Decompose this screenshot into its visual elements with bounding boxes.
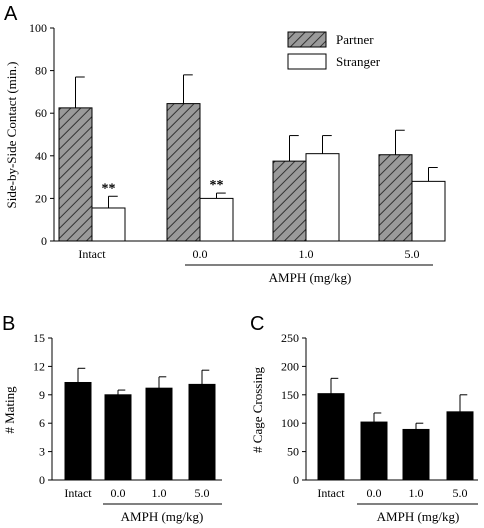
category-label-a: Intact	[78, 247, 106, 261]
y-tick-label-c: 200	[281, 359, 299, 373]
y-tick-label-a: 40	[35, 149, 47, 163]
bar-b	[64, 381, 92, 481]
category-label-b: 5.0	[195, 486, 210, 500]
chart-panel-b: 0 3 6 9 12 15 # Mating Intact 0.0 1.0 5.0 AMPH (mg/…	[2, 331, 222, 524]
y-axis-label-c: # Cage Crossing	[250, 367, 265, 453]
legend-label-a: Stranger	[336, 54, 381, 69]
bar-b	[145, 387, 173, 481]
y-tick-label-c: 250	[281, 331, 299, 345]
panel-letter-c: C	[250, 313, 264, 335]
bar-a	[272, 160, 307, 242]
category-label-c: 1.0	[409, 486, 424, 500]
bar-a	[411, 180, 446, 242]
bar-c	[360, 421, 388, 481]
bar-b	[104, 394, 132, 481]
y-tick-label-c: 50	[287, 445, 299, 459]
category-label-c: 5.0	[453, 486, 468, 500]
category-label-b: 0.0	[111, 486, 126, 500]
y-tick-label-b: 9	[39, 388, 45, 402]
bar-c	[446, 411, 474, 481]
y-tick-label-a: 80	[35, 64, 47, 78]
y-tick-label-c: 100	[281, 416, 299, 430]
category-label-c: 0.0	[367, 486, 382, 500]
bar-b	[188, 383, 216, 481]
bar-a	[91, 207, 126, 242]
y-tick-label-a: 100	[29, 21, 47, 35]
bar-a	[378, 154, 413, 242]
category-label-a: 0.0	[193, 247, 208, 261]
bar-a	[305, 153, 340, 242]
significance-label-a: **	[102, 181, 116, 196]
group-label-c: AMPH (mg/kg)	[377, 509, 460, 524]
group-label-a: AMPH (mg/kg)	[269, 270, 352, 285]
y-tick-label-a: 20	[35, 191, 47, 205]
panel-letter-a: A	[4, 3, 18, 25]
y-tick-label-b: 3	[39, 445, 45, 459]
category-label-a: 1.0	[299, 247, 314, 261]
y-axis-label-b: # Mating	[2, 386, 17, 434]
bar-c	[317, 393, 345, 481]
significance-label-a: **	[210, 178, 224, 193]
category-label-a: 5.0	[405, 247, 420, 261]
y-tick-label-a: 0	[41, 234, 47, 248]
group-label-b: AMPH (mg/kg)	[121, 509, 204, 524]
panel-letter-b: B	[2, 313, 15, 335]
y-tick-label-c: 0	[293, 473, 299, 487]
bar-a	[166, 103, 201, 242]
category-label-b: 1.0	[152, 486, 167, 500]
bar-a	[199, 197, 234, 242]
category-label-c: Intact	[317, 486, 345, 500]
y-axis-label-a: Side-by-Side Contact (min.)	[4, 62, 19, 209]
legend-swatch-a	[287, 53, 327, 70]
bar-a	[58, 107, 93, 242]
chart-panel-a: 0 20 40 60 80 100 Side-by-Side Contact (min.) I…	[4, 21, 446, 285]
y-tick-label-b: 12	[33, 359, 45, 373]
y-tick-label-b: 6	[39, 416, 45, 430]
legend-swatch-a	[287, 31, 327, 48]
bar-c	[402, 428, 430, 481]
chart-panel-c: 0 50 100 150 200 250 # Cage Crossing Intact 0.0 1…	[250, 331, 478, 524]
y-tick-label-b: 15	[33, 331, 45, 345]
category-label-b: Intact	[64, 486, 92, 500]
y-tick-label-b: 0	[39, 473, 45, 487]
y-tick-label-a: 60	[35, 106, 47, 120]
y-tick-label-c: 150	[281, 388, 299, 402]
legend-label-a: Partner	[336, 32, 374, 47]
